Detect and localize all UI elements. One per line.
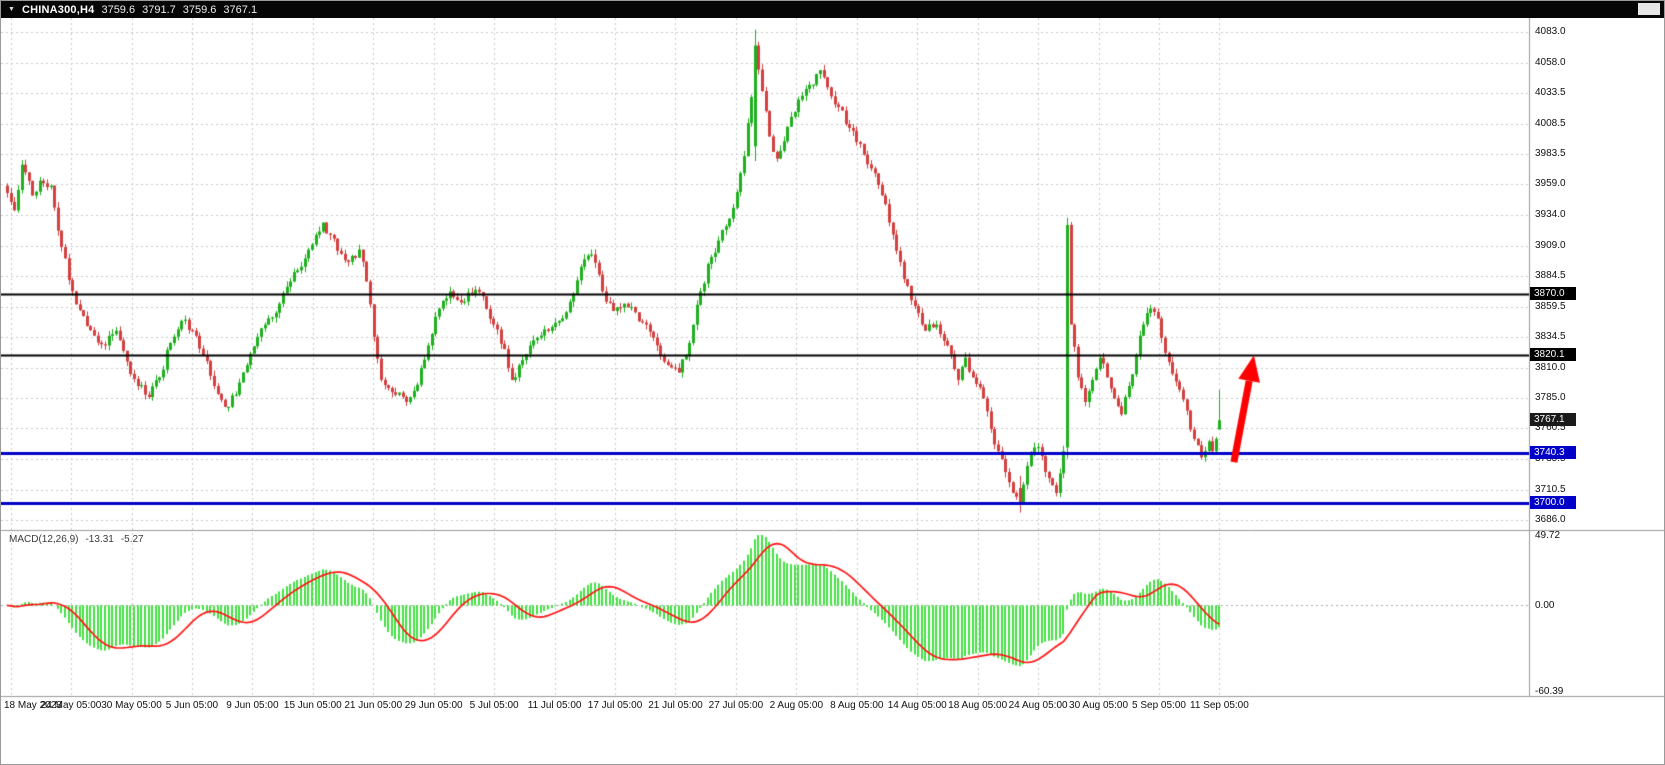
price-tick-label: 3785.0 [1535, 392, 1566, 404]
time-axis-label: 21 Jul 05:00 [648, 700, 703, 711]
time-axis-label: 24 May 05:00 [40, 700, 102, 711]
ohlc-low-value: 3759.6 [182, 3, 217, 16]
time-axis-label: 5 Jul 05:00 [469, 700, 519, 711]
time-axis[interactable]: 18 May 2023 24 May 05:00 30 May 05:00 5 Jun… [1, 700, 1529, 715]
price-tick-label: 3834.5 [1535, 331, 1566, 343]
price-tick-label: 4008.5 [1535, 117, 1566, 129]
titlebar-corner-box [1638, 3, 1660, 15]
price-tick-label: 3760.5 [1535, 422, 1566, 434]
chart-title-bar: ▼ CHINA300,H4 3759.6 3791.7 3759.6 3767.… [1, 1, 1664, 18]
symbol-timeframe-label: CHINA300,H4 [21, 3, 95, 16]
time-axis-label: 9 Jun 05:00 [226, 700, 279, 711]
price-line-badge: 3870.0 [1530, 286, 1576, 300]
time-axis-label: 18 May 2023 [4, 700, 62, 711]
ohlc-close-value: 3767.1 [223, 3, 258, 16]
price-line-badge: 3820.1 [1530, 348, 1576, 362]
time-axis-label: 30 May 05:00 [101, 700, 162, 711]
time-axis-label: 24 Aug 05:00 [1008, 700, 1068, 711]
time-axis-label: 27 Jul 05:00 [708, 700, 764, 711]
macd-axis-label: 0.00 [1535, 600, 1555, 612]
time-axis-label: 17 Jul 05:00 [587, 700, 643, 711]
time-axis-label: 8 Aug 05:00 [830, 700, 884, 711]
price-tick-label: 3909.0 [1535, 239, 1566, 251]
price-tick-label: 3959.0 [1535, 178, 1566, 190]
time-axis-label: 18 Aug 05:00 [948, 700, 1008, 711]
time-axis-label: 29 Jun 05:00 [404, 700, 463, 711]
price-tick-label: 3859.5 [1535, 300, 1566, 312]
time-axis-label: 11 Sep 05:00 [1190, 700, 1249, 711]
macd-indicator-label: MACD(12,26,9) -13.31 -5.27 [9, 534, 151, 545]
ohlc-high-value: 3791.7 [142, 3, 176, 16]
price-tick-label: 4058.0 [1535, 56, 1566, 68]
time-axis-label: 5 Sep 05:00 [1132, 700, 1186, 711]
time-axis-label: 5 Jun 05:00 [165, 700, 219, 711]
time-axis-label: 21 Jun 05:00 [344, 700, 403, 711]
macd-axis-label: -60.39 [1535, 686, 1564, 697]
price-tick-label: 3934.0 [1535, 209, 1566, 221]
time-axis-label: 14 Aug 05:00 [887, 700, 947, 711]
macd-axis-label: 49.72 [1535, 530, 1561, 541]
macd-name-label: MACD(12,26,9) [9, 534, 79, 545]
ohlc-open-value: 3759.6 [101, 3, 136, 16]
price-line-badge: 3740.3 [1530, 446, 1576, 460]
price-tick-label: 3884.5 [1535, 270, 1566, 281]
price-line-badge: 3767.1 [1530, 413, 1576, 427]
price-tick-label: 4083.0 [1535, 26, 1566, 37]
time-axis-label: 15 Jun 05:00 [283, 700, 342, 711]
price-tick-label: 3983.5 [1535, 148, 1566, 160]
time-axis-label: 30 Aug 05:00 [1069, 700, 1129, 711]
macd-signal-value: -5.27 [120, 534, 144, 545]
price-tick-label: 4033.5 [1535, 86, 1566, 98]
time-axis-label: 2 Aug 05:00 [769, 700, 824, 711]
symbol-dropdown-icon[interactable]: ▼ [8, 6, 15, 13]
time-axis-label: 11 Jul 05:00 [527, 700, 582, 711]
macd-main-value: -13.31 [85, 534, 114, 545]
price-tick-label: 3686.0 [1535, 514, 1566, 525]
price-tick-label: 3810.0 [1535, 361, 1566, 373]
price-tick-label: 3710.5 [1535, 483, 1566, 495]
price-axis[interactable]: 4083.0 4058.0 4033.5 4008.5 3983.5 3959.0 3934… [1530, 1, 1664, 764]
price-line-badge: 3700.0 [1530, 495, 1576, 509]
